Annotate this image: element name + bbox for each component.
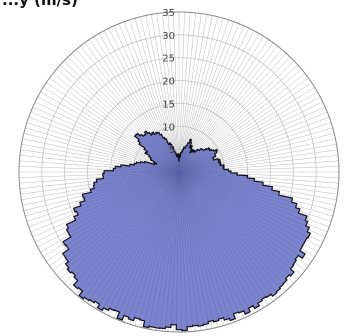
chart-title: ...y (m/s) — [2, 0, 78, 9]
r-tick-label: 35 — [162, 8, 175, 19]
spoke-line — [145, 15, 180, 173]
r-tick-label: 10 — [162, 122, 175, 133]
spoke-line — [178, 12, 191, 173]
spoke-line — [178, 12, 196, 173]
spoke-line — [162, 12, 180, 173]
spoke-line — [178, 12, 185, 173]
polar-series-wedges — [62, 130, 311, 331]
r-tick-label: 15 — [162, 99, 175, 110]
radial-tick-labels: 35 30 25 20 15 10 5 — [162, 8, 175, 156]
spoke-line — [178, 13, 202, 173]
r-tick-label: 20 — [162, 77, 175, 88]
r-tick-label: 30 — [162, 31, 175, 42]
r-tick-label: 5 — [169, 145, 175, 156]
grid-ring — [18, 11, 340, 333]
polar-series-outline — [61, 130, 312, 332]
r-tick-label: 25 — [162, 54, 175, 65]
spoke-line — [150, 14, 180, 173]
spoke-line — [156, 13, 180, 173]
spoke-line — [178, 15, 213, 173]
spoke-line — [173, 12, 180, 173]
spoke-line — [167, 12, 180, 173]
spoke-line — [178, 14, 208, 173]
